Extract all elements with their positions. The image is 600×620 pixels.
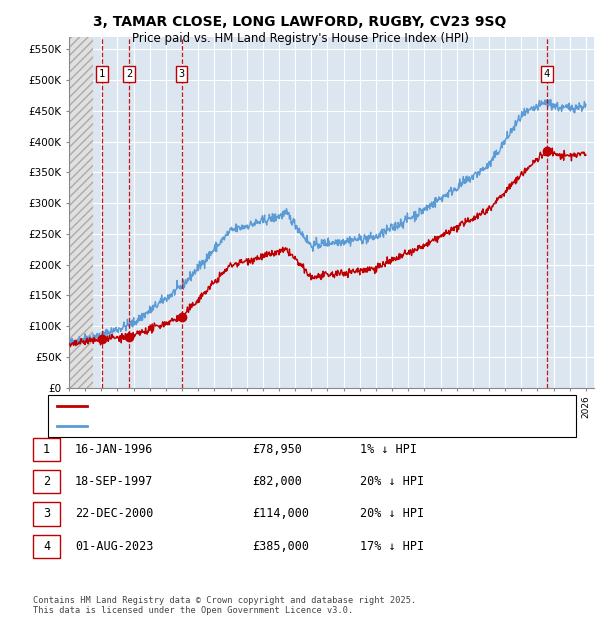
Text: £114,000: £114,000: [252, 508, 309, 520]
Text: 3: 3: [43, 508, 50, 520]
Text: 17% ↓ HPI: 17% ↓ HPI: [360, 540, 424, 552]
Text: 16-JAN-1996: 16-JAN-1996: [75, 443, 154, 456]
Text: £78,950: £78,950: [252, 443, 302, 456]
Text: 3, TAMAR CLOSE, LONG LAWFORD, RUGBY, CV23 9SQ (detached house): 3, TAMAR CLOSE, LONG LAWFORD, RUGBY, CV2…: [93, 401, 467, 411]
Text: HPI: Average price, detached house, Rugby: HPI: Average price, detached house, Rugb…: [93, 421, 319, 431]
Text: 22-DEC-2000: 22-DEC-2000: [75, 508, 154, 520]
Text: 18-SEP-1997: 18-SEP-1997: [75, 476, 154, 488]
Text: 1: 1: [99, 69, 105, 79]
Text: Price paid vs. HM Land Registry's House Price Index (HPI): Price paid vs. HM Land Registry's House …: [131, 32, 469, 45]
Text: 4: 4: [544, 69, 550, 79]
Text: £82,000: £82,000: [252, 476, 302, 488]
Text: 20% ↓ HPI: 20% ↓ HPI: [360, 508, 424, 520]
Text: £385,000: £385,000: [252, 540, 309, 552]
Text: 3, TAMAR CLOSE, LONG LAWFORD, RUGBY, CV23 9SQ: 3, TAMAR CLOSE, LONG LAWFORD, RUGBY, CV2…: [94, 16, 506, 30]
Text: 20% ↓ HPI: 20% ↓ HPI: [360, 476, 424, 488]
Text: 01-AUG-2023: 01-AUG-2023: [75, 540, 154, 552]
Text: 1: 1: [43, 443, 50, 456]
Text: Contains HM Land Registry data © Crown copyright and database right 2025.
This d: Contains HM Land Registry data © Crown c…: [33, 596, 416, 615]
Text: 1% ↓ HPI: 1% ↓ HPI: [360, 443, 417, 456]
Text: 3: 3: [179, 69, 185, 79]
Bar: [69, 37, 93, 387]
Text: 2: 2: [126, 69, 132, 79]
Text: 2: 2: [43, 476, 50, 488]
Text: 4: 4: [43, 540, 50, 552]
